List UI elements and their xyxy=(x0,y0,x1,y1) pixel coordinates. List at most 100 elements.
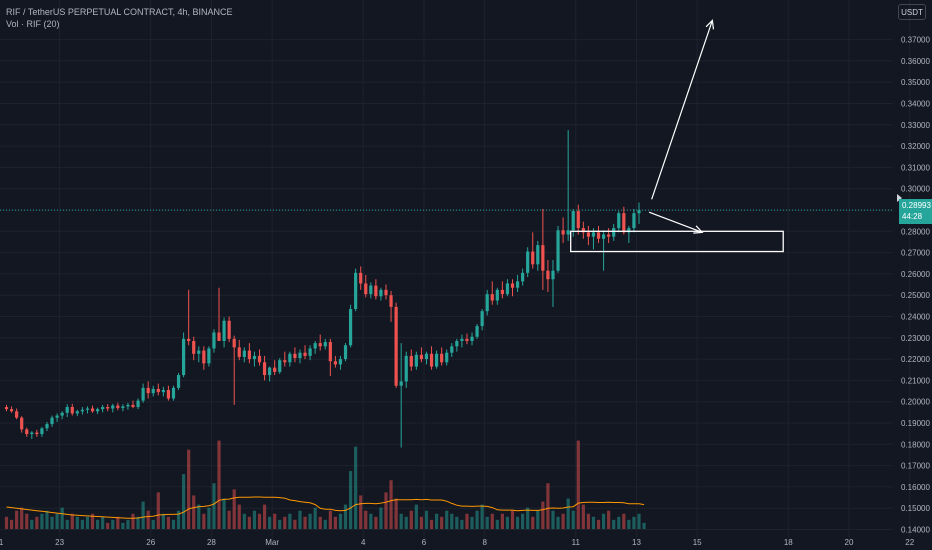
candle-body xyxy=(303,352,307,356)
candle-body xyxy=(510,283,515,288)
candle-body xyxy=(75,411,79,414)
currency-button[interactable]: USDT xyxy=(898,4,926,20)
volume-bar xyxy=(536,510,540,529)
candle xyxy=(171,385,176,401)
candle-body xyxy=(207,348,211,364)
volume-bar xyxy=(45,510,49,529)
time-tick-label: 6 xyxy=(422,538,427,547)
candle-body xyxy=(30,432,34,435)
price-tick-label: 0.32000 xyxy=(901,142,930,151)
volume-bar xyxy=(106,522,110,529)
volume-bar xyxy=(197,504,201,529)
symbol-legend[interactable]: RIF / TetherUS PERPETUAL CONTRACT, 4h, B… xyxy=(6,7,233,17)
candle-body xyxy=(212,332,216,349)
candle-body xyxy=(470,336,474,341)
candle xyxy=(354,268,358,312)
volume-bar xyxy=(80,519,84,529)
candle-body xyxy=(45,424,49,429)
candle xyxy=(192,336,196,361)
candle xyxy=(75,409,79,417)
candle xyxy=(338,355,343,370)
candle xyxy=(187,289,191,346)
candle xyxy=(273,360,277,376)
candle-body xyxy=(262,362,267,376)
volume-bar xyxy=(601,513,606,529)
candle xyxy=(176,372,181,390)
volume-bar xyxy=(126,519,130,529)
candle-body xyxy=(389,295,393,307)
candle-body xyxy=(237,347,241,357)
candle-body xyxy=(480,311,484,327)
volume-bar xyxy=(273,513,277,529)
volume-bar xyxy=(424,510,429,529)
volume-bar xyxy=(121,522,125,529)
candle xyxy=(566,130,570,241)
candle xyxy=(424,351,429,365)
volume-bar xyxy=(566,498,570,529)
volume-bar xyxy=(409,510,413,529)
candle xyxy=(526,247,530,278)
candle-body xyxy=(601,234,606,239)
volume-bar xyxy=(480,504,484,529)
candle xyxy=(343,343,348,362)
candle-body xyxy=(541,245,545,271)
candle-body xyxy=(60,412,64,416)
candle xyxy=(45,421,49,432)
candle xyxy=(278,358,282,375)
price-tick-label: 0.33000 xyxy=(901,121,930,130)
candle-body xyxy=(131,404,135,408)
candle xyxy=(612,223,616,241)
candle-body xyxy=(465,338,469,341)
candle-body xyxy=(505,283,510,295)
candle-body xyxy=(612,228,616,237)
candle-body xyxy=(313,343,317,349)
candle xyxy=(485,289,489,316)
candle-body xyxy=(9,409,14,412)
candle xyxy=(515,274,520,293)
volume-bar xyxy=(622,513,626,529)
volume-legend[interactable]: Vol · RIF (20) xyxy=(6,19,60,29)
volume-bar xyxy=(156,492,160,529)
candle xyxy=(222,317,226,348)
candle-body xyxy=(106,407,110,409)
candle xyxy=(429,346,434,370)
candle-body xyxy=(450,346,454,353)
volume-bar xyxy=(384,492,388,529)
candle xyxy=(607,228,611,244)
price-tick-label: 0.28000 xyxy=(901,227,930,236)
candle-body xyxy=(571,211,575,231)
candle-body xyxy=(298,352,302,359)
candle-body xyxy=(293,353,297,359)
price-tick-label: 0.27000 xyxy=(901,249,930,258)
volume-bar xyxy=(450,513,454,529)
volume-bar xyxy=(313,507,317,529)
candle-body xyxy=(227,320,231,339)
candle xyxy=(531,232,535,269)
volume-bar xyxy=(141,501,145,529)
time-tick-label: 15 xyxy=(693,538,702,547)
candle xyxy=(55,413,59,422)
volume-bar xyxy=(414,504,418,529)
candle xyxy=(217,287,221,341)
candle xyxy=(505,279,510,297)
volume-bar xyxy=(617,516,621,529)
candle xyxy=(232,335,236,405)
volume-bar xyxy=(627,519,631,529)
candle xyxy=(95,407,100,415)
candle-body xyxy=(182,338,186,376)
candle xyxy=(30,431,34,439)
candle-body xyxy=(232,338,236,348)
time-tick-label: 8 xyxy=(482,538,487,547)
volume-bar xyxy=(561,513,565,529)
candle xyxy=(465,333,469,345)
candle xyxy=(70,403,74,416)
arrow-head xyxy=(705,19,715,30)
time-tick-label: 11 xyxy=(572,538,581,547)
candle xyxy=(596,225,601,244)
candle xyxy=(60,411,64,420)
volume-bar xyxy=(161,513,165,529)
volume-bar xyxy=(25,513,29,529)
candle-body xyxy=(354,272,358,310)
price-tick-label: 0.37000 xyxy=(901,36,930,45)
